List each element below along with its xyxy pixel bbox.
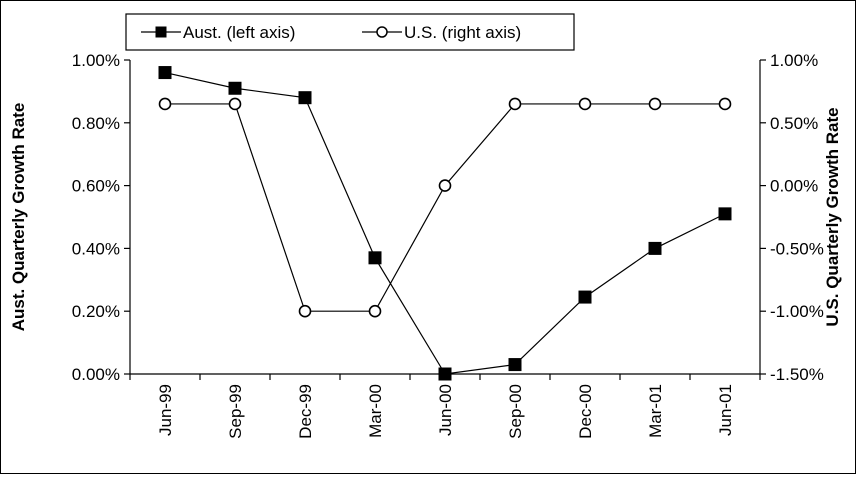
data-point-us xyxy=(298,304,312,318)
x-axis-tick-label: Sep-00 xyxy=(506,384,525,439)
left-axis-tick-label: 0.60% xyxy=(72,177,120,196)
series xyxy=(158,66,732,381)
left-axis-tick-label: 0.20% xyxy=(72,302,120,321)
data-point-us xyxy=(438,179,452,192)
data-point-us xyxy=(368,304,382,318)
right-axis-tick-label: -0.50% xyxy=(770,239,824,258)
legend: Aust. (left axis) U.S. (right axis) xyxy=(125,13,575,51)
left-axis-title: Aust. Quarterly Growth Rate xyxy=(9,103,28,332)
x-axis-tick-label: Jun-01 xyxy=(716,384,735,436)
right-axis-tick-label: 0.50% xyxy=(770,114,818,133)
data-point-aust xyxy=(578,290,592,304)
x-axis-tick-label: Jun-00 xyxy=(436,384,455,436)
right-axis-tick-label: 0.00% xyxy=(770,177,818,196)
right-axis-tick-label: -1.50% xyxy=(770,365,824,384)
x-axis-tick-label: Dec-99 xyxy=(296,384,315,439)
legend-marker-filled-square xyxy=(155,26,167,38)
data-point-us xyxy=(228,97,242,111)
x-axis-tick-label: Sep-99 xyxy=(226,384,245,439)
data-point-us xyxy=(578,97,592,111)
data-point-aust xyxy=(228,81,242,95)
legend-label-aust: Aust. (left axis) xyxy=(183,23,295,42)
x-axis-tick-label: Mar-01 xyxy=(646,384,665,438)
x-axis-tick-label: Dec-00 xyxy=(576,384,595,439)
right-axis-title: U.S. Quarterly Growth Rate xyxy=(823,107,842,326)
left-axis-tick-label: 0.40% xyxy=(72,239,120,258)
legend-label-us: U.S. (right axis) xyxy=(404,23,521,42)
x-axis-tick-label: Mar-00 xyxy=(366,384,385,438)
left-axis-tick-label: 1.00% xyxy=(72,51,120,70)
data-point-aust xyxy=(158,66,172,80)
data-point-us xyxy=(718,97,732,111)
data-point-aust xyxy=(508,358,522,372)
data-point-us xyxy=(158,97,172,111)
data-point-aust xyxy=(298,91,312,105)
data-point-us xyxy=(648,97,662,111)
left-axis-tick-label: 0.80% xyxy=(72,114,120,133)
axes: 0.00% 0.20% 0.40% 0.60% 0.80% 1.00% -1.50% -1.0… xyxy=(72,51,824,439)
legend-marker-open-circle xyxy=(376,26,388,38)
x-axis-tick-label: Jun-99 xyxy=(156,384,175,436)
data-point-aust xyxy=(438,367,452,381)
data-point-aust xyxy=(648,241,662,255)
legend-box xyxy=(125,13,575,51)
data-point-us xyxy=(508,97,522,111)
left-axis-tick-label: 0.00% xyxy=(72,365,120,384)
right-axis-tick-label: -1.00% xyxy=(770,302,824,321)
data-point-aust xyxy=(368,251,382,265)
right-axis-tick-label: 1.00% xyxy=(770,51,818,70)
data-point-aust xyxy=(718,207,732,221)
